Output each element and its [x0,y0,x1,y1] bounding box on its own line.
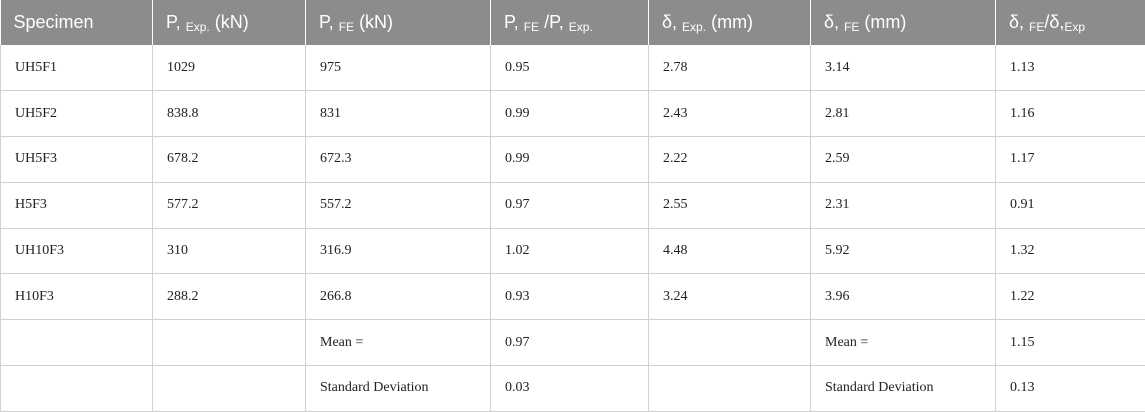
cell-delta-ratio: 1.13 [996,45,1145,91]
cell-p-fe: 975 [306,45,491,91]
cell-p-ratio: 1.02 [491,228,649,274]
cell-delta-exp: 2.22 [649,137,811,183]
table-header: Specimen P, Exp. (kN) P, FE (kN) P, FE /… [1,0,1145,45]
header-row: Specimen P, Exp. (kN) P, FE (kN) P, FE /… [1,0,1145,45]
cell-delta-ratio-mean: 1.15 [996,320,1145,366]
header-delta-exp: δ, Exp. (mm) [649,0,811,45]
cell-delta-exp: 2.55 [649,182,811,228]
cell-p-ratio: 0.93 [491,274,649,320]
cell-specimen: UH10F3 [1,228,153,274]
cell-delta-fe: 5.92 [811,228,996,274]
cell-delta-fe: 3.14 [811,45,996,91]
cell-delta-exp: 4.48 [649,228,811,274]
cell-p-exp [153,366,306,412]
table-row: H5F3 577.2 557.2 0.97 2.55 2.31 0.91 [1,182,1145,228]
cell-delta-fe: 2.59 [811,137,996,183]
table-row: UH10F3 310 316.9 1.02 4.48 5.92 1.32 [1,228,1145,274]
cell-delta-exp [649,366,811,412]
cell-delta-fe: 2.81 [811,91,996,137]
header-p-ratio: P, FE /P, Exp. [491,0,649,45]
cell-p-ratio: 0.97 [491,182,649,228]
cell-p-fe: 557.2 [306,182,491,228]
cell-mean-label: Mean = [306,320,491,366]
cell-p-fe: 672.3 [306,137,491,183]
cell-delta-ratio-std-dev: 0.13 [996,366,1145,412]
cell-p-exp: 838.8 [153,91,306,137]
table-row: UH5F3 678.2 672.3 0.99 2.22 2.59 1.17 [1,137,1145,183]
table-row: UH5F1 1029 975 0.95 2.78 3.14 1.13 [1,45,1145,91]
cell-delta-exp: 2.78 [649,45,811,91]
cell-specimen: UH5F3 [1,137,153,183]
cell-p-ratio: 0.99 [491,91,649,137]
cell-p-ratio-mean: 0.97 [491,320,649,366]
cell-std-dev-label: Standard Deviation [306,366,491,412]
cell-delta-exp: 2.43 [649,91,811,137]
cell-specimen: UH5F1 [1,45,153,91]
header-specimen: Specimen [1,0,153,45]
cell-delta-exp: 3.24 [649,274,811,320]
header-p-exp: P, Exp. (kN) [153,0,306,45]
cell-specimen: UH5F2 [1,91,153,137]
cell-p-ratio: 0.95 [491,45,649,91]
cell-p-exp: 577.2 [153,182,306,228]
cell-p-fe: 831 [306,91,491,137]
cell-p-exp: 288.2 [153,274,306,320]
cell-delta-ratio: 1.32 [996,228,1145,274]
cell-delta-fe: 2.31 [811,182,996,228]
header-delta-fe: δ, FE (mm) [811,0,996,45]
cell-delta-exp [649,320,811,366]
cell-p-exp: 310 [153,228,306,274]
cell-delta-ratio: 1.17 [996,137,1145,183]
cell-specimen [1,320,153,366]
cell-specimen: H5F3 [1,182,153,228]
table-body: UH5F1 1029 975 0.95 2.78 3.14 1.13 UH5F2… [1,45,1145,411]
cell-delta-ratio: 1.16 [996,91,1145,137]
cell-delta-ratio: 0.91 [996,182,1145,228]
mean-row: Mean = 0.97 Mean = 1.15 [1,320,1145,366]
cell-p-fe: 316.9 [306,228,491,274]
cell-delta-ratio: 1.22 [996,274,1145,320]
cell-specimen: H10F3 [1,274,153,320]
cell-p-exp: 1029 [153,45,306,91]
cell-mean-label: Mean = [811,320,996,366]
cell-std-dev-label: Standard Deviation [811,366,996,412]
header-p-fe: P, FE (kN) [306,0,491,45]
cell-specimen [1,366,153,412]
cell-p-fe: 266.8 [306,274,491,320]
header-delta-ratio: δ, FE/δ,Exp [996,0,1145,45]
table-row: H10F3 288.2 266.8 0.93 3.24 3.96 1.22 [1,274,1145,320]
cell-p-ratio: 0.99 [491,137,649,183]
cell-p-exp [153,320,306,366]
std-dev-row: Standard Deviation 0.03 Standard Deviati… [1,366,1145,412]
cell-p-ratio-std-dev: 0.03 [491,366,649,412]
cell-delta-fe: 3.96 [811,274,996,320]
cell-p-exp: 678.2 [153,137,306,183]
table-row: UH5F2 838.8 831 0.99 2.43 2.81 1.16 [1,91,1145,137]
